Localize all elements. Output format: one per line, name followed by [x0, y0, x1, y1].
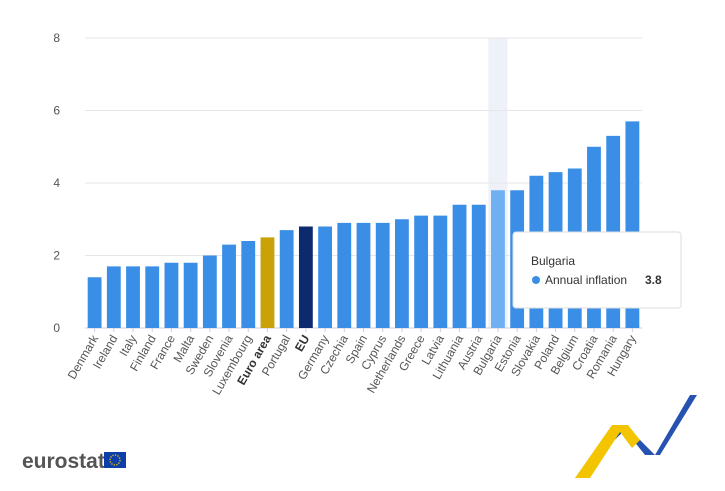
- logo: eurostat: [22, 450, 105, 473]
- bar: [106, 266, 121, 328]
- bar: [337, 222, 352, 328]
- bar: [452, 204, 467, 328]
- bar: [260, 237, 275, 328]
- bar: [471, 204, 486, 328]
- y-tick-label: 2: [53, 249, 60, 263]
- bar: [414, 215, 429, 328]
- eu-flag: [104, 452, 126, 468]
- bar: [222, 244, 236, 328]
- tooltip-category: Bulgaria: [531, 254, 575, 268]
- tooltip-box: [512, 231, 682, 309]
- bar: [375, 222, 390, 328]
- bar: [164, 262, 179, 328]
- bar: [126, 266, 140, 328]
- y-tick-label: 4: [53, 176, 60, 190]
- bar: [279, 230, 294, 328]
- bar: [356, 222, 371, 328]
- decoration: [575, 395, 697, 478]
- bar: [491, 190, 505, 328]
- bar: [145, 266, 160, 328]
- bar: [183, 262, 198, 328]
- bar: [298, 226, 313, 328]
- y-tick-label: 0: [53, 321, 60, 335]
- bar: [202, 255, 217, 328]
- bar: [241, 241, 256, 328]
- bar: [394, 219, 409, 328]
- y-tick-label: 8: [53, 31, 60, 45]
- tooltip: Bulgaria Annual inflation 3.8: [512, 231, 682, 309]
- bar: [318, 226, 333, 328]
- tooltip-value: 3.8: [645, 273, 662, 287]
- y-tick-label: 6: [53, 104, 60, 118]
- bar: [433, 215, 448, 328]
- bar: [87, 277, 102, 328]
- tooltip-series: Annual inflation: [545, 273, 627, 287]
- tooltip-marker: [532, 276, 540, 284]
